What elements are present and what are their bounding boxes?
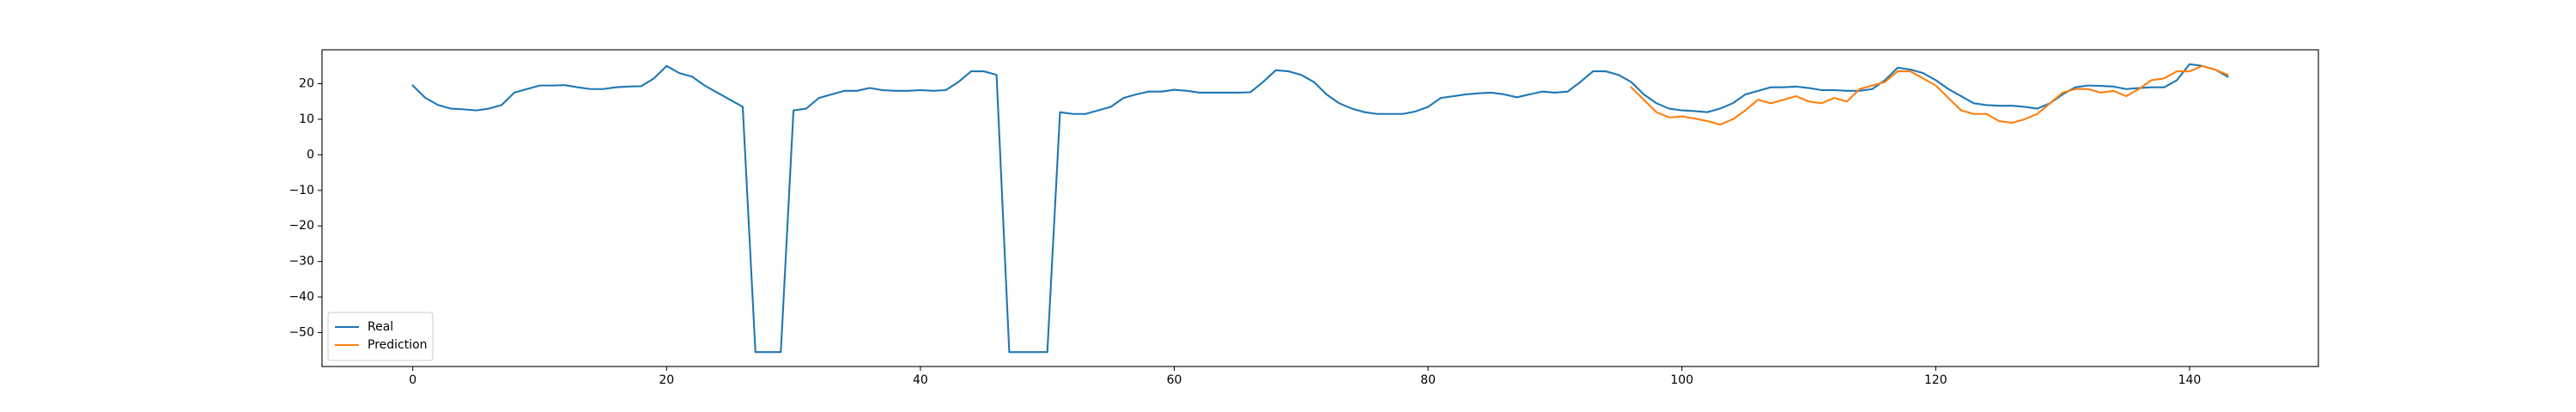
y-tick-label: 0 <box>307 148 314 161</box>
x-tick-label: 20 <box>659 373 674 387</box>
y-tick-label: −20 <box>289 219 314 233</box>
y-tick-label: 20 <box>299 77 314 91</box>
y-tick-label: −30 <box>289 255 314 269</box>
legend-label: Prediction <box>368 338 428 352</box>
x-tick-label: 40 <box>913 373 928 387</box>
x-tick-label: 100 <box>1670 373 1693 387</box>
legend-label: Real <box>368 320 393 334</box>
axes-frame <box>321 49 2319 367</box>
x-tick-label: 0 <box>409 373 416 387</box>
series-line <box>1630 64 2229 126</box>
x-tick-label: 140 <box>2178 373 2202 387</box>
legend-box <box>327 312 434 361</box>
x-tick-label: 60 <box>1167 373 1182 387</box>
y-tick-label: −50 <box>289 325 314 339</box>
y-tick-label: −10 <box>289 184 314 197</box>
y-tick-label: −40 <box>289 290 314 304</box>
x-tick-label: 120 <box>1924 373 1947 387</box>
x-tick-label: 80 <box>1420 373 1436 387</box>
series-line <box>411 63 2229 354</box>
y-tick-label: 10 <box>299 112 314 126</box>
